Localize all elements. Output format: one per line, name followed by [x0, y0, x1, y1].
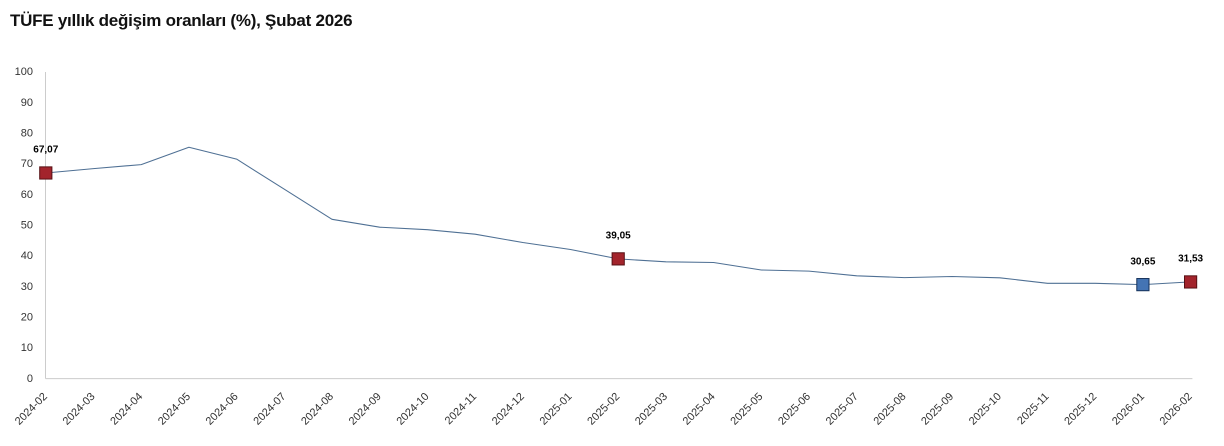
svg-text:80: 80 [21, 128, 33, 140]
svg-text:31,53: 31,53 [1178, 254, 1203, 265]
svg-text:10: 10 [21, 342, 33, 354]
svg-text:70: 70 [21, 158, 33, 170]
svg-text:30,65: 30,65 [1130, 256, 1155, 267]
svg-text:50: 50 [21, 220, 33, 232]
svg-text:39,05: 39,05 [606, 231, 631, 242]
svg-text:100: 100 [15, 66, 33, 78]
svg-text:0: 0 [27, 373, 33, 385]
svg-text:30: 30 [21, 281, 33, 293]
svg-text:90: 90 [21, 97, 33, 109]
svg-text:67,07: 67,07 [33, 145, 58, 156]
svg-text:40: 40 [21, 250, 33, 262]
svg-text:60: 60 [21, 189, 33, 201]
svg-text:20: 20 [21, 312, 33, 324]
